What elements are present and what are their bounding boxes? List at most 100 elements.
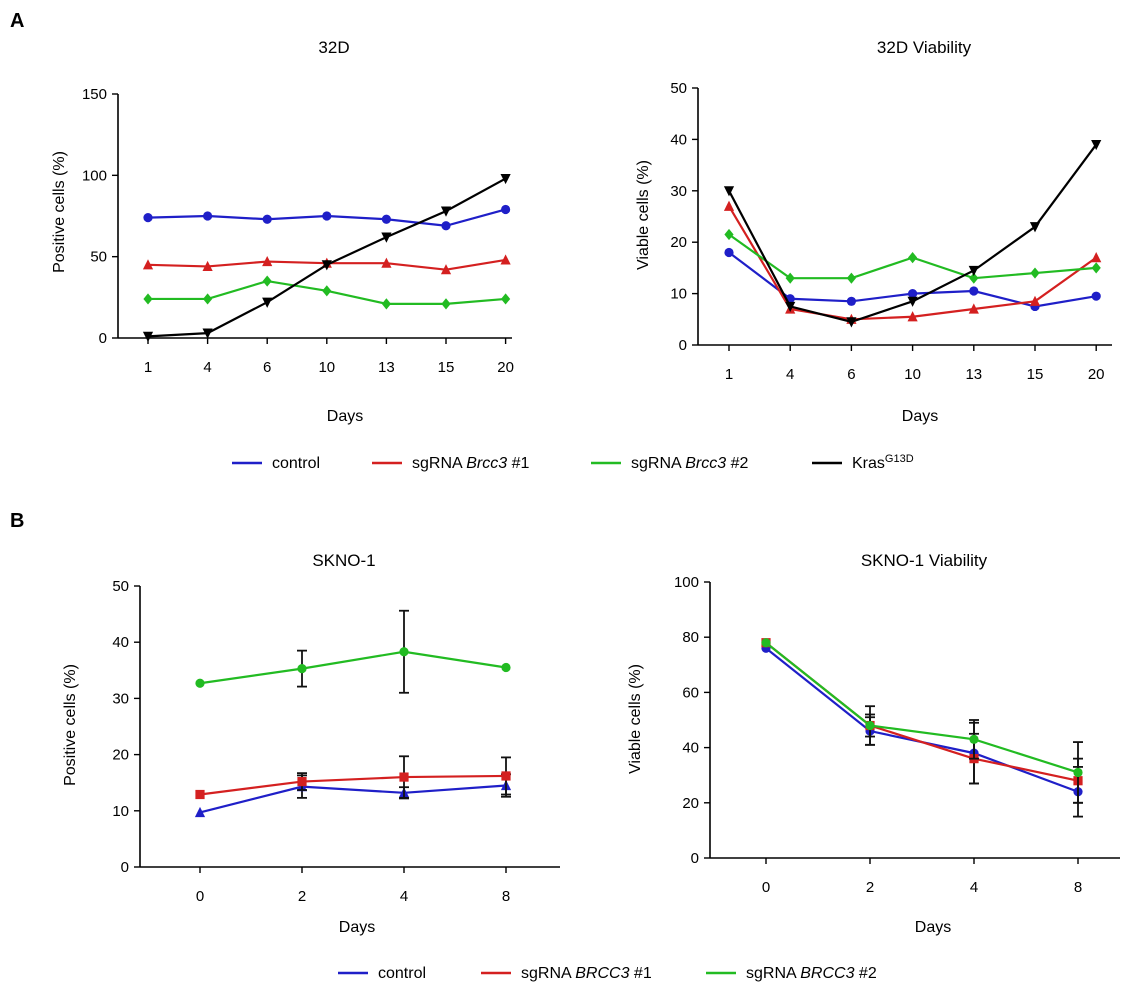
series-3 xyxy=(195,609,511,694)
legend-label: KrasG13D xyxy=(852,453,914,472)
y-tick-label: 40 xyxy=(670,131,687,148)
y-tick-label: 0 xyxy=(121,859,129,876)
legend-label-part: BRCC3 xyxy=(575,965,629,982)
x-tick-label: 4 xyxy=(203,359,211,376)
chart-title: SKNO-1 Viability xyxy=(861,551,988,570)
x-tick-label: 10 xyxy=(318,359,335,376)
y-tick-label: 80 xyxy=(682,629,699,646)
data-point xyxy=(1091,139,1102,151)
series-line xyxy=(765,641,1079,774)
data-point xyxy=(441,298,451,310)
data-point xyxy=(262,297,273,308)
series-2 xyxy=(195,755,511,800)
legend-label: sgRNA BRCC3 #1 xyxy=(521,965,652,982)
chart-title: SKNO-1 xyxy=(312,551,375,570)
data-point xyxy=(1091,252,1102,263)
panel-letter-a: A xyxy=(10,10,24,32)
y-tick-label: 50 xyxy=(112,578,129,595)
series-line xyxy=(147,177,507,338)
y-tick-label: 40 xyxy=(112,634,129,651)
data-point xyxy=(440,206,452,217)
y-axis-label: Positive cells (%) xyxy=(62,664,79,786)
legend-label-part: Kras xyxy=(852,455,885,472)
data-point xyxy=(142,259,154,270)
legend-label: sgRNA BRCC3 #2 xyxy=(746,965,877,982)
x-tick-label: 0 xyxy=(196,888,204,905)
data-point xyxy=(865,720,875,731)
data-point xyxy=(202,260,213,272)
legend-a: control sgRNA Brcc3 #1 sgRNA Brcc3 #2 KrasG… xyxy=(232,453,914,472)
y-tick-label: 20 xyxy=(682,795,699,812)
legend-label: sgRNA Brcc3 #1 xyxy=(412,455,530,472)
chart-title: 32D Viability xyxy=(877,38,972,57)
data-point xyxy=(1073,767,1083,778)
data-point xyxy=(846,296,857,306)
series-line xyxy=(199,774,507,796)
data-point xyxy=(908,252,918,264)
y-tick-label: 0 xyxy=(99,330,107,347)
legend-label-part: #1 xyxy=(507,455,529,472)
chart-2: 32D Viability Days Viable cells (%) 0 10 20 30… xyxy=(635,38,1112,425)
series-3 xyxy=(143,275,511,310)
y-tick-label: 60 xyxy=(682,684,699,701)
data-point xyxy=(1029,222,1041,233)
data-point xyxy=(195,678,205,688)
series-line xyxy=(765,641,1079,782)
data-point xyxy=(501,293,511,305)
data-point xyxy=(500,173,511,185)
y-tick-label: 30 xyxy=(670,183,687,200)
series-line xyxy=(199,650,507,685)
x-axis-label: Days xyxy=(339,919,375,936)
series-2 xyxy=(761,638,1083,804)
data-point xyxy=(203,293,213,305)
data-point xyxy=(785,301,796,313)
legend-label-part: Brcc3 xyxy=(685,455,726,472)
data-point xyxy=(1029,295,1041,306)
data-point xyxy=(441,221,451,231)
x-tick-label: 20 xyxy=(1088,366,1105,383)
x-axis-label: Days xyxy=(902,408,938,425)
data-point xyxy=(500,254,511,265)
data-point xyxy=(194,806,206,818)
chart-1: 32D Days Positive cells (%) 0 50 100 150 1 4 6 10 1… xyxy=(51,38,514,425)
x-tick-label: 4 xyxy=(786,366,794,383)
series-1 xyxy=(194,773,512,818)
series-1 xyxy=(143,204,511,231)
x-tick-label: 6 xyxy=(263,359,271,376)
data-point xyxy=(203,211,213,221)
legend-label-part: sgRNA xyxy=(631,455,685,472)
x-axis-label: Days xyxy=(915,919,951,936)
data-point xyxy=(143,213,153,223)
data-point xyxy=(969,272,979,284)
legend-label-part: control xyxy=(378,965,426,982)
series-line xyxy=(199,784,507,814)
y-tick-label: 20 xyxy=(670,234,687,251)
data-point xyxy=(846,317,857,328)
data-point xyxy=(724,247,734,258)
x-tick-label: 1 xyxy=(144,359,152,376)
series-3 xyxy=(724,228,1101,284)
x-tick-label: 1 xyxy=(725,366,733,383)
data-point xyxy=(846,272,856,284)
legend-label: control xyxy=(272,455,320,472)
y-tick-label: 100 xyxy=(82,167,107,184)
data-point xyxy=(142,331,154,342)
data-point xyxy=(262,255,273,267)
data-point xyxy=(501,662,511,673)
data-point xyxy=(1091,262,1101,274)
data-point xyxy=(297,776,307,787)
series-3 xyxy=(761,638,1083,804)
data-point xyxy=(761,638,771,648)
data-point xyxy=(399,772,409,782)
legend-label-part: #1 xyxy=(629,965,651,982)
x-tick-label: 10 xyxy=(904,366,921,383)
legend-label-part: BRCC3 xyxy=(800,965,854,982)
x-tick-label: 0 xyxy=(762,879,770,896)
data-point xyxy=(501,204,511,215)
x-tick-label: 8 xyxy=(1074,879,1082,896)
data-point xyxy=(322,211,332,221)
data-point xyxy=(969,734,979,744)
series-4 xyxy=(142,173,511,342)
